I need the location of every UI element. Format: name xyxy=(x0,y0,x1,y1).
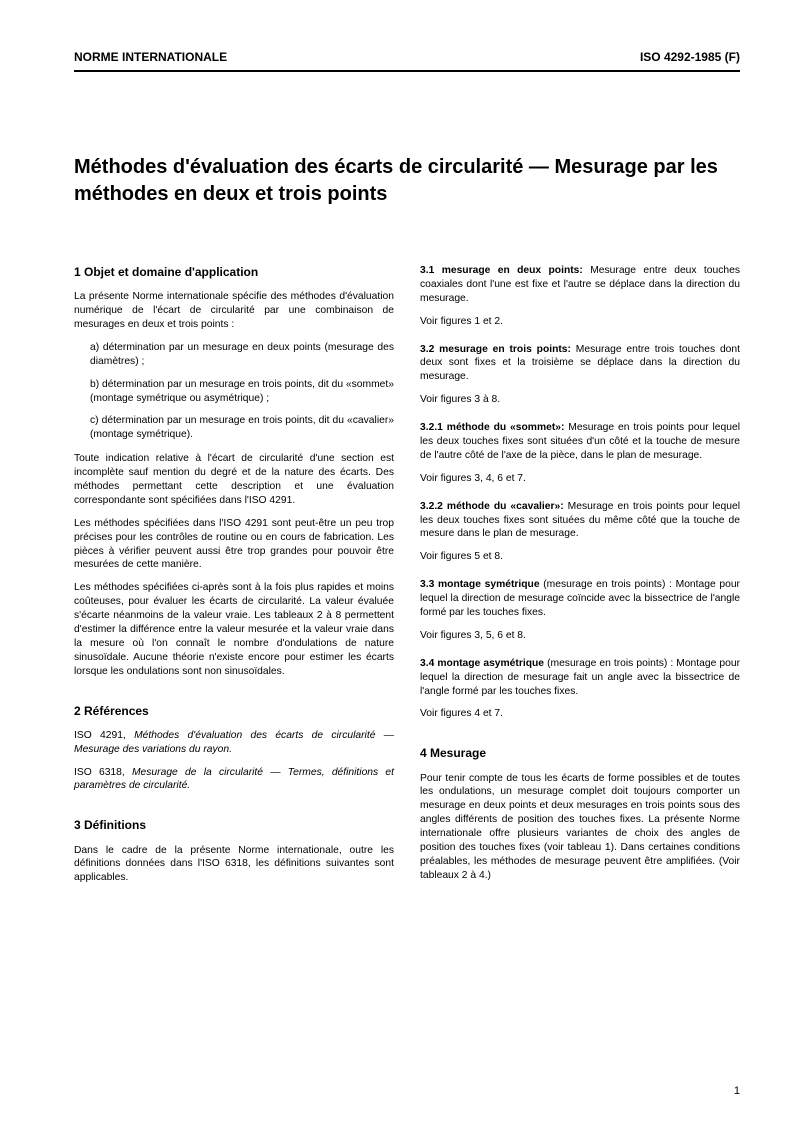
section-3-p1: Dans le cadre de la présente Norme inter… xyxy=(74,844,394,886)
definition-3-4-see: Voir figures 4 et 7. xyxy=(420,707,740,721)
definition-3-2-1-term: 3.2.1 méthode du «sommet»: xyxy=(420,422,564,433)
page: NORME INTERNATIONALE ISO 4292-1985 (F) M… xyxy=(0,0,798,1125)
definition-3-1: 3.1 mesurage en deux points: Mesurage en… xyxy=(420,264,740,306)
section-1-p2: Toute indication relative à l'écart de c… xyxy=(74,452,394,508)
definition-3-1-term: 3.1 mesurage en deux points: xyxy=(420,265,583,276)
content-columns: 1 Objet et domaine d'application La prés… xyxy=(74,264,740,894)
header-left: NORME INTERNATIONALE xyxy=(74,50,227,64)
section-4-p1: Pour tenir compte de tous les écarts de … xyxy=(420,772,740,883)
definition-3-3-see: Voir figures 3, 5, 6 et 8. xyxy=(420,629,740,643)
definition-3-2-term: 3.2 mesurage en trois points: xyxy=(420,344,571,355)
definition-3-2: 3.2 mesurage en trois points: Mesurage e… xyxy=(420,343,740,385)
section-1-p3: Les méthodes spécifiées dans l'ISO 4291 … xyxy=(74,517,394,573)
definition-3-2-2: 3.2.2 méthode du «cavalier»: Mesurage en… xyxy=(420,500,740,542)
definition-3-3-term: 3.3 montage symétrique xyxy=(420,579,540,590)
definition-3-2-1: 3.2.1 méthode du «sommet»: Mesurage en t… xyxy=(420,421,740,463)
left-column: 1 Objet et domaine d'application La prés… xyxy=(74,264,394,894)
definition-3-3: 3.3 montage symétrique (mesurage en troi… xyxy=(420,578,740,620)
reference-1: ISO 4291, Méthodes d'évaluation des écar… xyxy=(74,729,394,757)
reference-1-code: ISO 4291, xyxy=(74,730,134,741)
section-3-heading: 3 Définitions xyxy=(74,817,394,833)
main-title: Méthodes d'évaluation des écarts de circ… xyxy=(74,154,740,208)
section-1-intro: La présente Norme internationale spécifi… xyxy=(74,290,394,332)
page-number: 1 xyxy=(734,1085,740,1097)
section-1-list: a) détermination par un mesurage en deux… xyxy=(74,341,394,442)
section-1-heading: 1 Objet et domaine d'application xyxy=(74,264,394,280)
page-header: NORME INTERNATIONALE ISO 4292-1985 (F) xyxy=(74,50,740,72)
definition-3-2-2-term: 3.2.2 méthode du «cavalier»: xyxy=(420,501,564,512)
definition-3-2-2-see: Voir figures 5 et 8. xyxy=(420,550,740,564)
reference-2-code: ISO 6318, xyxy=(74,767,132,778)
definition-3-1-see: Voir figures 1 et 2. xyxy=(420,315,740,329)
section-1-p4: Les méthodes spécifiées ci-après sont à … xyxy=(74,581,394,678)
section-1-item-a: a) détermination par un mesurage en deux… xyxy=(90,341,394,369)
section-2-heading: 2 Références xyxy=(74,703,394,719)
definition-3-2-see: Voir figures 3 à 8. xyxy=(420,393,740,407)
header-right: ISO 4292-1985 (F) xyxy=(640,50,740,64)
section-4-heading: 4 Mesurage xyxy=(420,745,740,761)
right-column: 3.1 mesurage en deux points: Mesurage en… xyxy=(420,264,740,894)
section-1-item-b: b) détermination par un mesurage en troi… xyxy=(90,378,394,406)
reference-2: ISO 6318, Mesurage de la circularité — T… xyxy=(74,766,394,794)
definition-3-4-term: 3.4 montage asymétrique xyxy=(420,658,544,669)
definition-3-4: 3.4 montage asymétrique (mesurage en tro… xyxy=(420,657,740,699)
section-1-item-c: c) détermination par un mesurage en troi… xyxy=(90,414,394,442)
definition-3-2-1-see: Voir figures 3, 4, 6 et 7. xyxy=(420,472,740,486)
